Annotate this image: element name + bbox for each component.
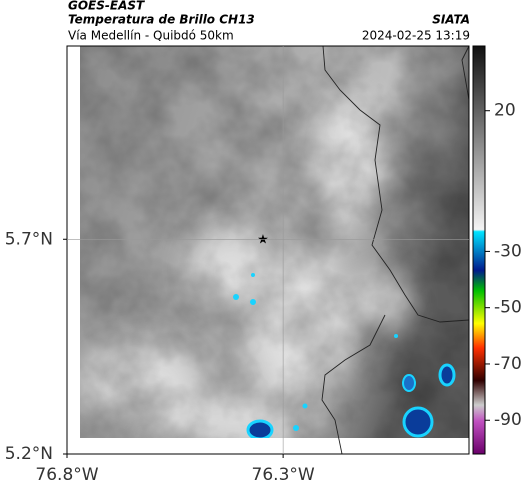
map-frame (66, 45, 470, 455)
colorbar (472, 45, 486, 455)
border (322, 45, 470, 323)
y-tick-label: 5.7°N (5, 229, 53, 249)
colorbar-label: -90 (494, 410, 522, 430)
title: GOES-EAST (68, 0, 145, 13)
source: SIATA (432, 13, 470, 27)
subtitle: Temperatura de Brillo CH13 (68, 13, 255, 27)
x-tick-label: 76.3°W (252, 465, 315, 485)
border (321, 314, 386, 455)
x-tick-label: 76.8°W (35, 465, 98, 485)
colorbar-label: -30 (494, 241, 522, 261)
colorbar-label: -50 (494, 298, 522, 318)
border (461, 45, 470, 101)
datetime: 2024-02-25 13:19 (362, 29, 470, 43)
colorbar-label: 20 (494, 101, 516, 121)
region: Vía Medellín - Quibdó 50km (68, 29, 234, 43)
y-tick-label: 5.2°N (5, 444, 53, 464)
colorbar-label: -70 (494, 354, 522, 374)
cold-cloud-tops (233, 273, 456, 438)
location-star: ★ (257, 233, 269, 248)
satellite-image (80, 46, 469, 438)
